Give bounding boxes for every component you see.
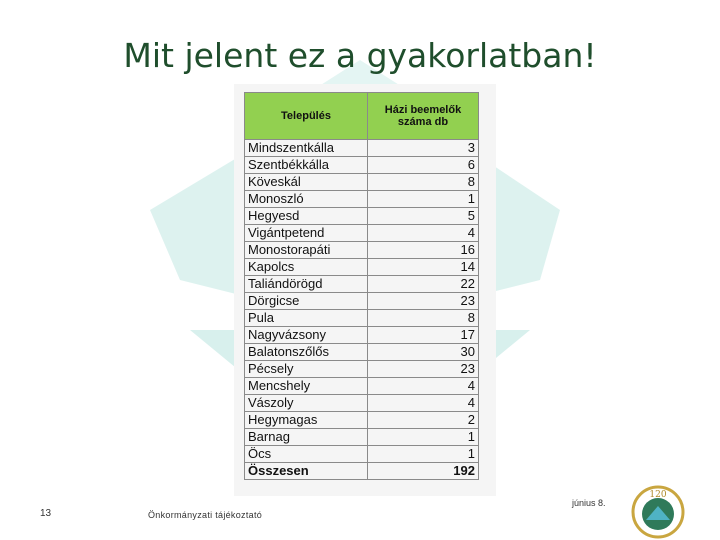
table-row: Dörgicse 23 <box>244 292 479 310</box>
cell-name: Mencshely <box>244 377 368 395</box>
cell-count: 23 <box>367 360 479 378</box>
cell-count: 4 <box>367 377 479 395</box>
table-row: Kapolcs 14 <box>244 258 479 276</box>
cell-name: Pécsely <box>244 360 368 378</box>
table-row: Monostorapáti 16 <box>244 241 479 259</box>
cell-name: Öcs <box>244 445 368 463</box>
cell-count: 1 <box>367 428 479 446</box>
table-row: Taliándörögd 22 <box>244 275 479 293</box>
cell-name: Vigántpetend <box>244 224 368 242</box>
cell-name: Nagyvázsony <box>244 326 368 344</box>
table-row: Monoszló 1 <box>244 190 479 208</box>
cell-count: 22 <box>367 275 479 293</box>
cell-count: 6 <box>367 156 479 174</box>
cell-count: 5 <box>367 207 479 225</box>
cell-name: Balatonszőlős <box>244 343 368 361</box>
cell-name: Vászoly <box>244 394 368 412</box>
cell-count: 14 <box>367 258 479 276</box>
cell-name: Kapolcs <box>244 258 368 276</box>
table-row: Barnag 1 <box>244 428 479 446</box>
table-row: Balatonszőlős 30 <box>244 343 479 361</box>
cell-name: Monostorapáti <box>244 241 368 259</box>
table-row: Nagyvázsony 17 <box>244 326 479 344</box>
table-header-row: Település Házi beemelők száma db <box>244 92 479 140</box>
header-name: Település <box>244 92 368 140</box>
table-row: Vigántpetend 4 <box>244 224 479 242</box>
total-count: 192 <box>367 462 479 480</box>
cell-count: 1 <box>367 445 479 463</box>
slide-title: Mit jelent ez a gyakorlatban! <box>123 36 597 75</box>
cell-count: 8 <box>367 173 479 191</box>
cell-count: 1 <box>367 190 479 208</box>
cell-name: Monoszló <box>244 190 368 208</box>
cell-name: Hegyesd <box>244 207 368 225</box>
logo-text: 120 <box>649 490 666 500</box>
cell-count: 16 <box>367 241 479 259</box>
cell-name: Barnag <box>244 428 368 446</box>
table-row: Pécsely 23 <box>244 360 479 378</box>
cell-name: Szentbékkálla <box>244 156 368 174</box>
table-row: Hegyesd 5 <box>244 207 479 225</box>
cell-count: 4 <box>367 394 479 412</box>
cell-count: 30 <box>367 343 479 361</box>
cell-count: 3 <box>367 139 479 157</box>
table-row: Mindszentkálla 3 <box>244 139 479 157</box>
data-table: Település Házi beemelők száma db Mindsze… <box>244 92 479 480</box>
anniversary-logo-icon: 120 <box>631 485 685 539</box>
cell-count: 4 <box>367 224 479 242</box>
cell-name: Mindszentkálla <box>244 139 368 157</box>
table-row: Szentbékkálla 6 <box>244 156 479 174</box>
header-count: Házi beemelők száma db <box>367 92 479 140</box>
footer-date: június 8. <box>572 498 606 508</box>
cell-name: Hegymagas <box>244 411 368 429</box>
cell-count: 23 <box>367 292 479 310</box>
table-image: Település Házi beemelők száma db Mindsze… <box>234 84 496 496</box>
table-row: Hegymagas 2 <box>244 411 479 429</box>
table-row: Pula 8 <box>244 309 479 327</box>
cell-count: 17 <box>367 326 479 344</box>
slide-number: 13 <box>40 508 52 519</box>
cell-name: Taliándörögd <box>244 275 368 293</box>
cell-count: 8 <box>367 309 479 327</box>
table-body: Mindszentkálla 3 Szentbékkálla 6 Köveskál 8 Mo… <box>244 139 479 480</box>
table-row: Mencshely 4 <box>244 377 479 395</box>
total-label: Összesen <box>244 462 368 480</box>
footer-text: Önkormányzati tájékoztató <box>148 510 263 520</box>
cell-name: Pula <box>244 309 368 327</box>
cell-count: 2 <box>367 411 479 429</box>
table-total-row: Összesen 192 <box>244 462 479 480</box>
cell-name: Köveskál <box>244 173 368 191</box>
table-row: Vászoly 4 <box>244 394 479 412</box>
table-row: Köveskál 8 <box>244 173 479 191</box>
table-row: Öcs 1 <box>244 445 479 463</box>
cell-name: Dörgicse <box>244 292 368 310</box>
